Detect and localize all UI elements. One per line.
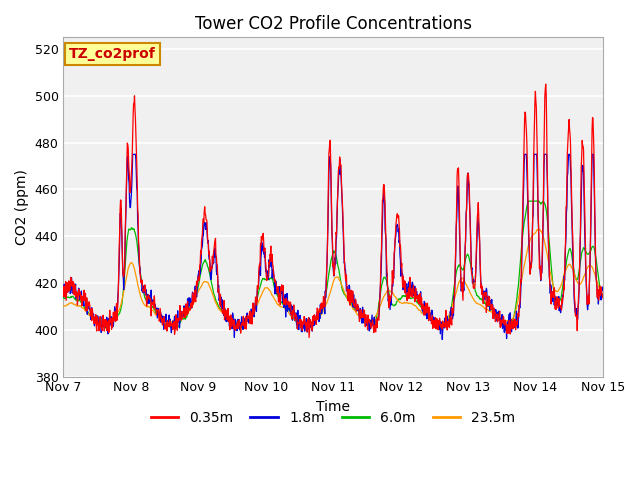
X-axis label: Time: Time (316, 400, 350, 414)
Title: Tower CO2 Profile Concentrations: Tower CO2 Profile Concentrations (195, 15, 472, 33)
Text: TZ_co2prof: TZ_co2prof (69, 47, 156, 60)
Y-axis label: CO2 (ppm): CO2 (ppm) (15, 169, 29, 245)
Legend: 0.35m, 1.8m, 6.0m, 23.5m: 0.35m, 1.8m, 6.0m, 23.5m (145, 406, 521, 431)
